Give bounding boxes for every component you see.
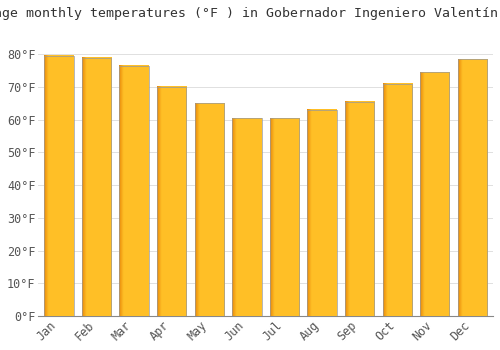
Bar bbox=[345, 102, 374, 316]
Bar bbox=[420, 72, 450, 316]
Bar bbox=[308, 110, 336, 316]
Bar bbox=[82, 57, 111, 316]
Bar bbox=[157, 87, 186, 316]
Bar bbox=[44, 56, 74, 316]
Bar bbox=[194, 103, 224, 316]
Bar bbox=[270, 118, 299, 316]
Title: Average monthly temperatures (°F ) in Gobernador Ingeniero Valentín Virasoro: Average monthly temperatures (°F ) in Go… bbox=[0, 7, 500, 20]
Bar bbox=[120, 66, 148, 316]
Bar bbox=[458, 59, 487, 316]
Bar bbox=[232, 118, 262, 316]
Bar bbox=[382, 84, 412, 316]
